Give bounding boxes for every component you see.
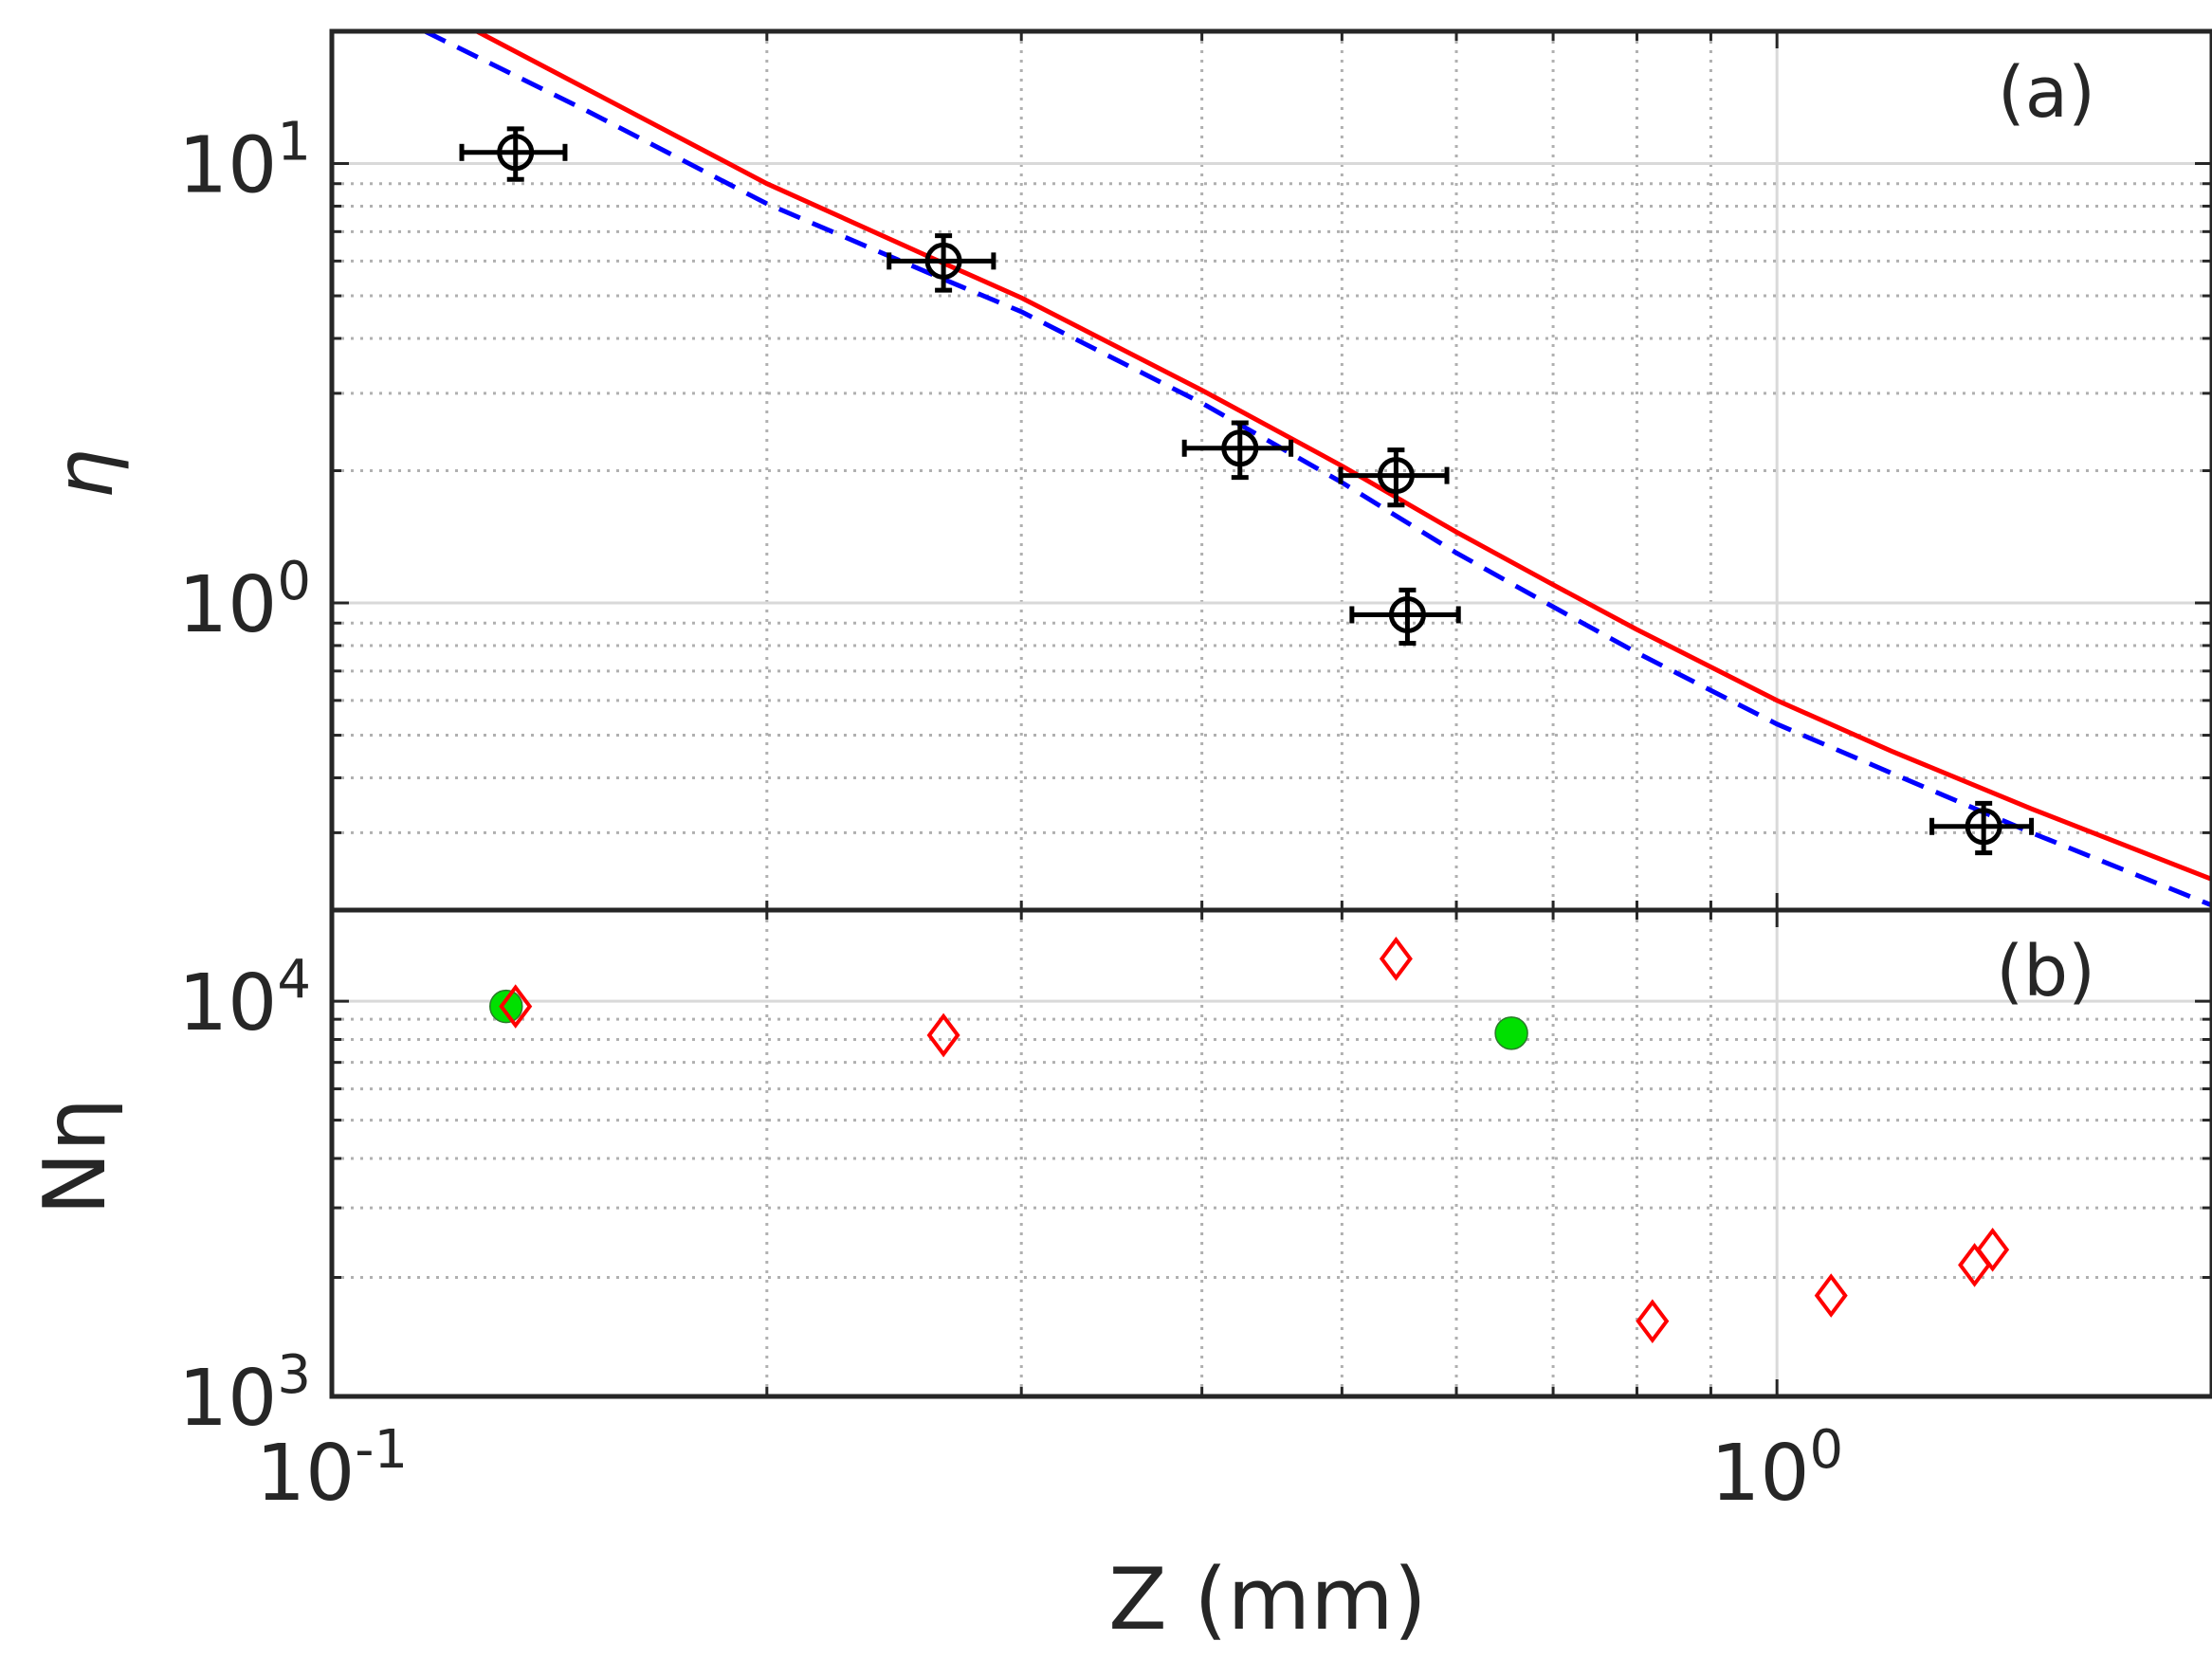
x-tick-label: 100 [1710, 1419, 1843, 1519]
y-tick-label-exponent: 4 [277, 949, 311, 1011]
data-marker-circle [497, 134, 535, 172]
data-point [459, 126, 568, 182]
data-marker-circle [1221, 429, 1259, 467]
x-tick-label-base: 10 [1710, 1429, 1809, 1519]
circle-marker [1494, 1016, 1528, 1050]
diamond-marker [1976, 1227, 2010, 1272]
panel-a-plot-area [424, 31, 2212, 908]
data-marker-circle [1965, 808, 2002, 846]
data-marker-circle [924, 242, 962, 280]
y-tick-label-base: 10 [178, 560, 277, 650]
panel-b-axes-box [329, 907, 2212, 1399]
y-tick-label-base: 10 [178, 1354, 277, 1444]
data-point [1181, 420, 1294, 481]
panel-b-label: (b) [1996, 931, 2095, 1012]
y-tick-label-base: 10 [178, 958, 277, 1048]
y-tick-label-exponent: 0 [277, 551, 311, 612]
circle-marker [489, 989, 523, 1024]
axes-layer [329, 28, 2212, 1399]
x-axis-label: Z (mm) [1108, 1550, 1427, 1650]
y-axis-label-eta: η [38, 448, 131, 499]
x-tick-label-base: 10 [256, 1429, 355, 1519]
data-point [1349, 587, 1461, 646]
y-tick-label-base: 10 [178, 121, 277, 211]
panel-a-label: (a) [1998, 52, 2095, 134]
data-point [1929, 800, 2035, 856]
y-tick-label: 100 [178, 551, 311, 650]
data-marker-circle [1388, 595, 1426, 633]
x-tick-label: 10-1 [256, 1419, 408, 1519]
diamond-marker [1379, 937, 1413, 981]
y-tick-label: 104 [178, 949, 311, 1048]
y-tick-label: 103 [178, 1344, 311, 1444]
panel-b-plot-area [489, 937, 2010, 1343]
diamond-marker [1814, 1273, 1848, 1318]
data-point [887, 233, 996, 293]
diamond-marker [926, 1012, 960, 1058]
y-tick-label-exponent: 3 [277, 1344, 311, 1406]
diamond-marker [499, 984, 533, 1029]
solid-fit-line [475, 31, 2212, 882]
dashed-fit-line [424, 31, 2212, 908]
data-layer [424, 31, 2212, 1343]
y-tick-label: 101 [178, 112, 311, 211]
data-point [1338, 447, 1450, 508]
data-marker-circle [1377, 457, 1415, 495]
x-tick-label-exponent: 0 [1810, 1419, 1844, 1481]
diamond-marker [1636, 1299, 1670, 1343]
grid-layer [330, 29, 2212, 1398]
y-tick-label-exponent: 1 [277, 112, 311, 173]
y-axis-label-n-eta: Nη [26, 1098, 125, 1215]
x-tick-label-exponent: -1 [355, 1419, 408, 1481]
